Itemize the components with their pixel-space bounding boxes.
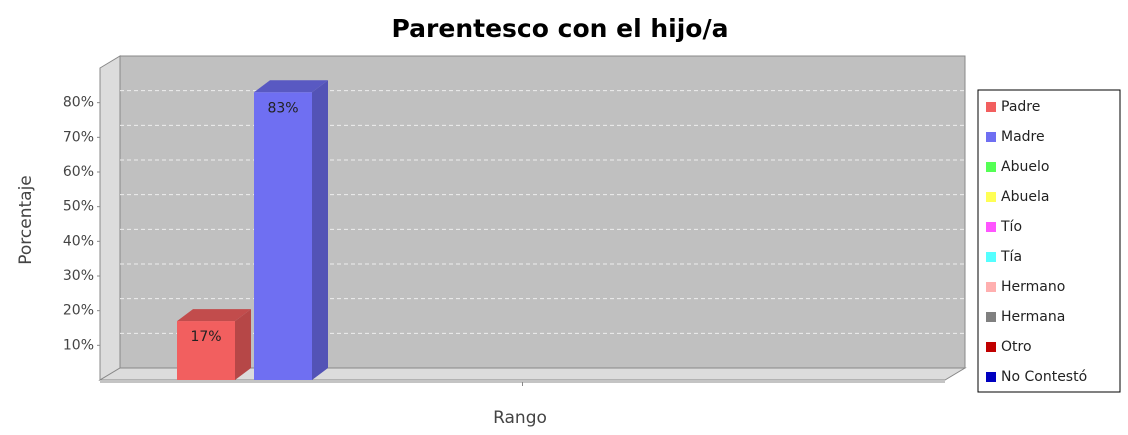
legend-swatch — [986, 312, 996, 322]
x-axis-label: Rango — [493, 408, 547, 428]
legend-label: Hermano — [1001, 279, 1065, 295]
legend-label: Abuela — [1001, 189, 1049, 205]
y-tick-label: 50% — [63, 199, 94, 215]
bar-top — [254, 80, 328, 93]
legend-swatch — [986, 372, 996, 382]
legend-label: Otro — [1001, 339, 1032, 355]
legend-swatch — [986, 132, 996, 142]
legend-swatch — [986, 192, 996, 202]
legend-swatch — [986, 222, 996, 232]
y-axis-label: Porcentaje — [16, 175, 36, 265]
legend-swatch — [986, 252, 996, 262]
y-tick-label: 40% — [63, 233, 94, 249]
bar — [177, 321, 235, 380]
legend-swatch — [986, 282, 996, 292]
legend-label: Hermana — [1001, 309, 1065, 325]
data-label: 17% — [190, 329, 221, 345]
legend-label: No Contestó — [1001, 369, 1087, 385]
left-wall — [99, 55, 121, 381]
legend-label: Padre — [1001, 99, 1040, 115]
legend-label: Madre — [1001, 129, 1045, 145]
legend-box — [977, 89, 1121, 393]
chart-title: Parentesco con el hijo/a — [392, 14, 729, 43]
y-tick-label: 80% — [63, 95, 94, 111]
legend-swatch — [986, 162, 996, 172]
bar-top — [177, 309, 251, 322]
legend-label: Abuelo — [1001, 159, 1049, 175]
y-tick-label: 70% — [63, 129, 94, 145]
y-tick-label: 60% — [63, 164, 94, 180]
y-tick-label: 10% — [63, 337, 94, 353]
data-label: 83% — [267, 100, 298, 116]
bar-side — [235, 309, 251, 380]
bar-side — [312, 80, 328, 381]
legend-label: Tía — [1000, 249, 1022, 265]
y-tick-label: 20% — [63, 303, 94, 319]
bar — [254, 92, 312, 381]
legend-label: Tío — [1000, 219, 1022, 235]
legend-swatch — [986, 102, 996, 112]
legend-swatch — [986, 342, 996, 352]
y-tick-label: 30% — [63, 268, 94, 284]
